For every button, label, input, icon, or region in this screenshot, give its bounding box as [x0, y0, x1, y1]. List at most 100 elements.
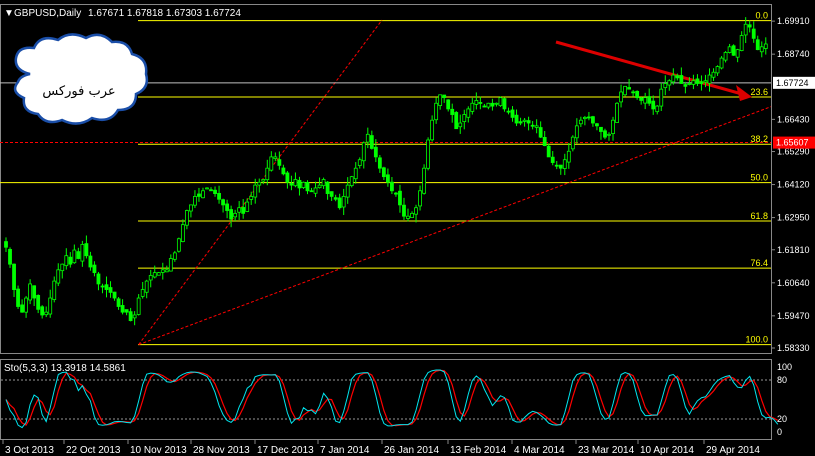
candle-body	[763, 43, 768, 49]
candle-body	[739, 35, 744, 52]
price-tick-label: 1.62950	[777, 213, 810, 223]
candle-body	[478, 102, 483, 104]
candle-body	[418, 190, 422, 207]
candle-body	[466, 108, 471, 118]
candle-body	[434, 102, 439, 121]
fibonacci-retracement[interactable]: 0.0 23.6 38.2 50.0 61.8 76.4 100.0	[0, 11, 771, 346]
candle-body	[265, 167, 270, 181]
candle-body	[209, 189, 213, 192]
red-level-label: 1.65607	[776, 138, 809, 148]
candle-body	[68, 256, 73, 265]
candle-body	[24, 297, 29, 313]
candle-body	[301, 181, 306, 188]
time-tick-label: 17 Dec 2013	[257, 445, 314, 456]
time-tick-label: 28 Nov 2013	[193, 445, 250, 456]
price-tick-label: 1.60640	[777, 278, 810, 288]
candle-body	[458, 122, 463, 128]
candle-body	[184, 210, 189, 226]
candle-body	[711, 71, 716, 78]
candle-body	[522, 119, 527, 122]
down-arrow-icon[interactable]	[555, 40, 743, 96]
candle-body	[538, 127, 543, 138]
candle-body	[735, 49, 740, 58]
chart-ohlc: 1.67671 1.67818 1.67303 1.67724	[88, 8, 241, 19]
candle-body	[152, 272, 157, 278]
candle-body	[172, 252, 177, 260]
candle-body	[454, 112, 459, 130]
stochastic-signal-line	[5, 369, 779, 427]
candle-body	[164, 269, 169, 273]
candle-body	[506, 110, 511, 113]
candle-body	[446, 99, 451, 110]
candle-body	[108, 287, 113, 293]
candle-body	[562, 159, 567, 169]
candle-body	[687, 83, 692, 85]
candle-body	[341, 196, 346, 208]
candle-body	[140, 289, 145, 297]
candle-body	[309, 190, 314, 193]
support-trend-line[interactable]	[138, 106, 772, 346]
candle-body	[615, 102, 619, 123]
candle-body	[410, 212, 414, 219]
time-axis: 3 Oct 2013 22 Oct 2013 10 Nov 2013 28 Nov 2…	[2, 440, 760, 456]
candle-body	[40, 306, 45, 316]
candle-body	[550, 156, 555, 163]
candle-body	[591, 116, 595, 124]
candle-body	[719, 57, 724, 69]
candle-body	[233, 212, 238, 218]
candle-body	[627, 87, 631, 90]
candle-body	[611, 119, 615, 134]
candle-body	[36, 294, 41, 310]
candle-body	[727, 46, 732, 53]
candle-body	[337, 197, 342, 209]
candle-body	[751, 28, 756, 39]
candle-body	[136, 297, 141, 315]
candlestick-series	[4, 17, 768, 326]
candle-body	[639, 97, 644, 101]
candle-body	[707, 74, 712, 84]
candle-body	[221, 199, 225, 206]
time-tick-label: 4 Mar 2014	[514, 445, 565, 456]
candle-body	[16, 288, 20, 307]
candle-body	[76, 251, 81, 259]
time-tick-label: 22 Oct 2013	[66, 445, 121, 456]
candle-body	[655, 105, 660, 113]
candle-body	[486, 102, 491, 108]
candle-body	[80, 244, 85, 262]
candle-body	[554, 164, 559, 167]
candle-body	[381, 167, 386, 178]
candle-body	[377, 157, 382, 169]
candle-body	[715, 66, 720, 74]
candle-body	[128, 311, 133, 322]
watermark-text: عرب فوركس	[42, 84, 115, 99]
candle-body	[361, 142, 366, 162]
current-price-box	[773, 76, 815, 89]
candle-body	[321, 179, 326, 187]
candle-body	[357, 159, 362, 166]
time-tick-label: 10 Nov 2013	[130, 445, 187, 456]
stochastic-tick-label: 20	[777, 414, 787, 424]
candle-body	[8, 248, 12, 265]
candle-body	[313, 187, 318, 194]
chart-menu-arrow-icon[interactable]: ▼	[4, 8, 14, 19]
candle-body	[530, 124, 535, 127]
candle-body	[595, 123, 599, 127]
candle-body	[450, 108, 455, 115]
candle-body	[180, 224, 185, 242]
candle-body	[100, 285, 105, 288]
candle-body	[414, 207, 418, 215]
candle-body	[261, 179, 266, 182]
candle-body	[526, 120, 531, 124]
candle-body	[353, 167, 358, 180]
candle-body	[430, 119, 435, 141]
candle-body	[691, 80, 696, 85]
price-axis: 1.69910 1.68740 1.66430 1.65290 1.64120 1.629…	[771, 16, 815, 437]
time-tick-label: 23 Mar 2014	[578, 445, 635, 456]
candle-body	[603, 130, 607, 138]
candle-body	[438, 94, 443, 106]
candle-body	[546, 145, 551, 158]
candle-body	[96, 273, 101, 285]
candle-body	[558, 164, 563, 169]
candle-body	[160, 269, 165, 273]
